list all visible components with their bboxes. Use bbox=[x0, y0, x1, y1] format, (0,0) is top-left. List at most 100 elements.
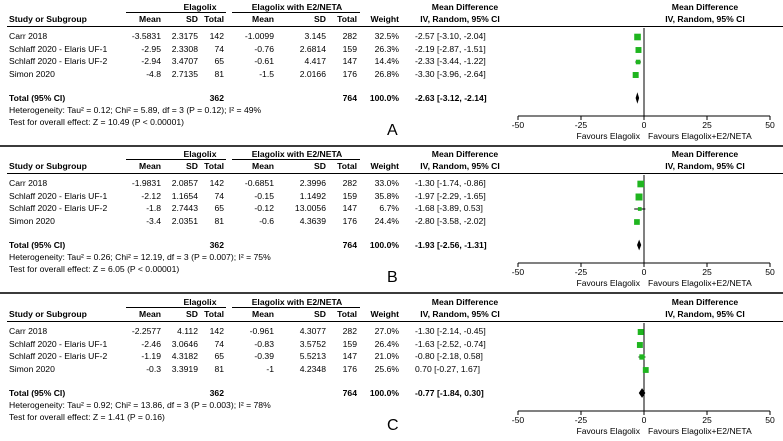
forest-plot bbox=[517, 175, 771, 267]
table-row: Simon 2020 -3.4 2.0351 81 -0.6 4.3639 176 24.4%… bbox=[0, 216, 520, 227]
panel-separator bbox=[0, 145, 783, 147]
cell-n2: 159 bbox=[342, 44, 357, 54]
panel-label: C bbox=[387, 417, 399, 434]
cell-n2: 147 bbox=[342, 203, 357, 213]
forest-plot bbox=[517, 323, 771, 415]
cell-mean1: -3.5831 bbox=[131, 31, 161, 41]
cell-sd1: 2.7135 bbox=[171, 69, 198, 79]
axis-tick-label: -25 bbox=[574, 415, 588, 425]
column-header-sd1: SD bbox=[186, 161, 198, 171]
cell-sd2: 4.3077 bbox=[299, 326, 326, 336]
header-rule bbox=[7, 173, 783, 174]
column-header-name: Study or Subgroup bbox=[9, 161, 87, 171]
cell-n1: 74 bbox=[214, 191, 224, 201]
cell-sd1: 2.3175 bbox=[171, 31, 198, 41]
cell-n2: 282 bbox=[342, 326, 357, 336]
cell-sd2: 4.417 bbox=[304, 56, 326, 66]
cell-mean1: -2.95 bbox=[141, 44, 161, 54]
table-row: Schlaff 2020 - Elaris UF-1 -2.95 2.3308 74 -… bbox=[0, 44, 520, 55]
table-row: Carr 2018 -2.2577 4.112 142 -0.961 4.3077 282 2… bbox=[0, 326, 520, 337]
favours-left: Favours Elagolix bbox=[576, 426, 640, 436]
cell-sd2: 2.3996 bbox=[299, 178, 326, 188]
axis-tick-label: -50 bbox=[511, 120, 525, 130]
plot-header: Mean Difference bbox=[671, 149, 739, 159]
cell-n2: 176 bbox=[342, 364, 357, 374]
cell-mean2: -1 bbox=[266, 364, 274, 374]
column-header-n2: Total bbox=[337, 309, 357, 319]
column-header-name: Study or Subgroup bbox=[9, 14, 87, 24]
cell-sd2: 1.1492 bbox=[299, 191, 326, 201]
forest-panel-b: Elagolix Elagolix with E2/NETA Mean Differ… bbox=[0, 147, 783, 293]
summary-diamond bbox=[637, 239, 642, 251]
cell-n2: 147 bbox=[342, 351, 357, 361]
cell-weight: 25.6% bbox=[374, 364, 399, 374]
plot-subheader: IV, Random, 95% CI bbox=[665, 161, 745, 171]
summary-diamond bbox=[635, 92, 640, 104]
cell-name: Carr 2018 bbox=[9, 326, 48, 336]
group1-underline bbox=[126, 307, 226, 308]
cell-mean1: -1.8 bbox=[146, 203, 161, 213]
cell-weight: 6.7% bbox=[379, 203, 399, 213]
axis-tick-label: 50 bbox=[765, 415, 775, 425]
cell-ci: -3.30 [-3.96, -2.64] bbox=[415, 69, 486, 79]
group2-header: Elagolix with E2/NETA bbox=[251, 2, 343, 12]
column-header-n2: Total bbox=[337, 161, 357, 171]
total-ci: -1.93 [-2.56, -1.31] bbox=[415, 240, 487, 250]
favours-right: Favours Elagolix+E2/NETA bbox=[648, 131, 752, 141]
column-header-n2: Total bbox=[337, 14, 357, 24]
cell-mean1: -1.19 bbox=[141, 351, 161, 361]
forest-plot bbox=[517, 28, 771, 120]
total-n2: 764 bbox=[342, 93, 357, 103]
table-row: Schlaff 2020 - Elaris UF-2 -2.94 3.4707 65 -… bbox=[0, 56, 520, 67]
cell-sd1: 4.112 bbox=[177, 326, 198, 336]
column-header-sd2: SD bbox=[314, 161, 326, 171]
cell-weight: 27.0% bbox=[374, 326, 399, 336]
favours-left: Favours Elagolix bbox=[576, 278, 640, 288]
total-n1: 362 bbox=[209, 93, 224, 103]
plot-header: Mean Difference bbox=[671, 297, 739, 307]
axis-tick-label: -25 bbox=[574, 267, 588, 277]
cell-mean2: -0.83 bbox=[254, 339, 274, 349]
total-n1: 362 bbox=[209, 240, 224, 250]
cell-ci: -2.80 [-3.58, -2.02] bbox=[415, 216, 486, 226]
cell-n1: 65 bbox=[214, 203, 224, 213]
favours-left: Favours Elagolix bbox=[576, 131, 640, 141]
table-row: Simon 2020 -4.8 2.7135 81 -1.5 2.0166 176 26.8%… bbox=[0, 69, 520, 80]
axis-tick-label: 0 bbox=[641, 415, 647, 425]
column-header-mean2: Mean bbox=[252, 14, 274, 24]
effect-square bbox=[637, 207, 642, 211]
cell-sd2: 4.2348 bbox=[299, 364, 326, 374]
cell-mean2: -0.6851 bbox=[244, 178, 274, 188]
cell-name: Schlaff 2020 - Elaris UF-2 bbox=[9, 56, 108, 66]
column-header-sd2: SD bbox=[314, 309, 326, 319]
cell-sd2: 13.0056 bbox=[294, 203, 326, 213]
cell-name: Schlaff 2020 - Elaris UF-2 bbox=[9, 203, 108, 213]
cell-n1: 74 bbox=[214, 339, 224, 349]
cell-mean2: -0.12 bbox=[254, 203, 274, 213]
plot-subheader: IV, Random, 95% CI bbox=[665, 309, 745, 319]
total-n1: 362 bbox=[209, 388, 224, 398]
cell-ci: -2.33 [-3.44, -1.22] bbox=[415, 56, 486, 66]
cell-name: Schlaff 2020 - Elaris UF-1 bbox=[9, 191, 108, 201]
cell-sd1: 2.0351 bbox=[171, 216, 198, 226]
cell-ci: -1.63 [-2.52, -0.74] bbox=[415, 339, 486, 349]
total-weight: 100.0% bbox=[369, 93, 399, 103]
cell-mean2: -0.61 bbox=[254, 56, 274, 66]
cell-weight: 32.5% bbox=[374, 31, 399, 41]
axis-tick-label: 25 bbox=[702, 267, 712, 277]
cell-name: Simon 2020 bbox=[9, 364, 55, 374]
effect-square bbox=[634, 219, 640, 225]
overall-effect-text: Test for overall effect: Z = 1.41 (P = 0… bbox=[9, 412, 165, 422]
cell-n2: 159 bbox=[342, 191, 357, 201]
group1-header: Elagolix bbox=[183, 297, 217, 307]
effect-subheader: IV, Random, 95% CI bbox=[420, 309, 500, 319]
effect-square bbox=[635, 59, 641, 65]
axis-tick-label: 25 bbox=[702, 120, 712, 130]
cell-weight: 26.4% bbox=[374, 339, 399, 349]
cell-n2: 147 bbox=[342, 56, 357, 66]
column-header-sd2: SD bbox=[314, 14, 326, 24]
cell-weight: 21.0% bbox=[374, 351, 399, 361]
effect-square bbox=[632, 72, 639, 78]
cell-n1: 65 bbox=[214, 56, 224, 66]
cell-sd1: 2.0857 bbox=[171, 178, 198, 188]
